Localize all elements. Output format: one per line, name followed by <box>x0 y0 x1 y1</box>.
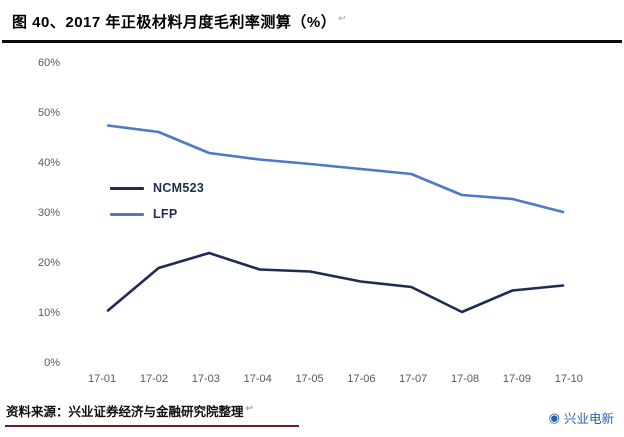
y-tick-label: 60% <box>37 57 60 69</box>
ncm523-line-swatch <box>110 186 144 190</box>
lfp-line-swatch <box>110 212 144 216</box>
legend: NCM523 LFP <box>110 181 204 233</box>
x-tick-label: 17-06 <box>347 373 376 385</box>
series-line-ncm523 <box>106 251 565 314</box>
x-axis-labels: 17-01 17-02 17-03 17-04 17-05 17-06 17-07 17-08… <box>68 373 603 385</box>
anchor-link-icon: ↩ <box>245 402 254 413</box>
source-note: 资料来源：兴业证券经济与金融研究院整理 ↩ <box>5 401 300 427</box>
title-divider <box>2 40 622 43</box>
y-tick-label: 30% <box>37 207 60 219</box>
brand-badge[interactable]: ◉ 兴业电新 <box>549 408 614 427</box>
source-text: 资料来源：兴业证券经济与金融研究院整理 <box>6 405 244 419</box>
x-tick-label: 17-10 <box>554 373 583 385</box>
y-tick-label: 20% <box>37 257 60 269</box>
legend-label-ncm523: NCM523 <box>153 181 205 195</box>
legend-label-lfp: LFP <box>153 207 178 221</box>
y-tick-label: 0% <box>44 357 60 369</box>
figure-title: 图 40、2017 年正极材料月度毛利率测算（%） <box>12 14 337 31</box>
x-tick-label: 17-07 <box>399 373 428 385</box>
x-tick-label: 17-01 <box>88 373 117 385</box>
x-tick-label: 17-04 <box>243 373 272 385</box>
x-tick-label: 17-02 <box>139 373 168 385</box>
brand-icon: ◉ <box>548 409 560 425</box>
x-tick-label: 17-09 <box>502 373 532 385</box>
y-tick-label: 40% <box>37 157 60 169</box>
brand-text: 兴业电新 <box>563 412 614 426</box>
plot-area: NCM523 LFP <box>68 63 603 363</box>
line-chart: 60% 50% 40% 30% 20% 10% 0% NCM523 LFP 17-01 17-… <box>0 51 624 395</box>
legend-item-lfp: LFP <box>110 207 204 221</box>
legend-item-ncm523: NCM523 <box>110 181 204 195</box>
figure-footer: 资料来源：兴业证券经济与金融研究院整理 ↩ ◉ 兴业电新 <box>0 395 624 427</box>
x-tick-label: 17-03 <box>191 373 220 385</box>
x-tick-label: 17-05 <box>295 373 324 385</box>
x-tick-label: 17-08 <box>451 373 480 385</box>
y-axis-labels: 60% 50% 40% 30% 20% 10% 0% <box>12 56 60 370</box>
plot-svg <box>106 124 565 314</box>
y-tick-label: 10% <box>37 307 60 319</box>
series-line-lfp <box>106 124 565 214</box>
anchor-link-icon: ↩ <box>338 12 346 23</box>
figure-header: 图 40、2017 年正极材料月度毛利率测算（%） ↩ <box>0 0 624 40</box>
y-tick-label: 50% <box>37 107 60 119</box>
